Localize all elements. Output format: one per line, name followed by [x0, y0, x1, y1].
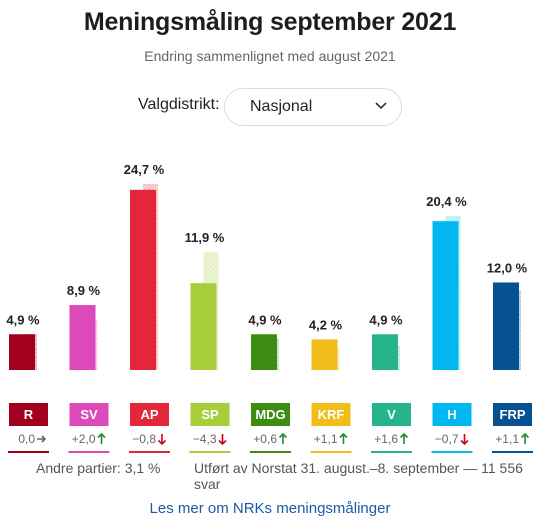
bar-current-frp	[493, 282, 519, 370]
party-box-ap	[130, 403, 169, 426]
district-selected-value: Nasjonal	[250, 98, 313, 115]
party-underline-h	[431, 451, 473, 453]
bar-current-h	[432, 221, 459, 370]
party-label-sp: SP	[201, 407, 219, 422]
page-title: Meningsmåling september 2021	[83, 8, 457, 36]
party-box-sp	[190, 403, 230, 426]
party-underline-sv	[68, 451, 110, 453]
value-label-r: 4,9 %	[6, 312, 40, 327]
bar-current-ap	[130, 189, 156, 370]
party-label-h: H	[447, 407, 456, 422]
party-label-mdg: MDG	[255, 407, 285, 422]
bar-current-sv	[69, 305, 96, 370]
party-box-sv	[69, 403, 109, 426]
party-underline-mdg	[250, 451, 291, 453]
value-label-h: 20,4 %	[426, 194, 467, 209]
change-label-ap: −0,8	[132, 432, 156, 446]
party-underline-v	[371, 451, 412, 453]
district-label: Valgdistrikt:	[138, 96, 220, 113]
value-label-v: 4,9 %	[369, 312, 403, 327]
value-label-krf: 4,2 %	[309, 317, 343, 332]
party-underline-krf	[310, 451, 352, 453]
bar-current-krf	[311, 339, 338, 370]
party-underline-sp	[189, 451, 231, 453]
other-parties-note: Andre partier: 3,1 %	[36, 460, 161, 476]
bar-current-mdg	[251, 334, 277, 370]
change-label-h: −0,7	[435, 432, 459, 446]
chevron-down-icon	[375, 102, 387, 110]
bar-current-sp	[190, 283, 217, 370]
party-label-v: V	[387, 407, 396, 422]
read-more-link[interactable]: Les mer om NRKs meningsmålinger	[149, 500, 391, 517]
value-label-mdg: 4,9 %	[248, 312, 282, 327]
change-arrow-down-icon	[460, 434, 469, 446]
party-box-v	[372, 403, 411, 426]
value-label-sp: 11,9 %	[185, 230, 225, 245]
change-arrow-down-icon	[157, 434, 167, 446]
change-arrow-up-icon	[339, 432, 348, 444]
change-label-krf: +1,1	[314, 432, 338, 446]
party-label-frp: FRP	[500, 407, 526, 422]
change-label-frp: +1,1	[495, 432, 519, 446]
change-arrow-down-icon	[218, 434, 227, 446]
party-box-frp	[493, 403, 532, 426]
value-label-ap: 24,7 %	[124, 162, 165, 177]
change-arrow-flat-icon	[37, 435, 47, 443]
change-label-r: 0,0	[18, 432, 35, 446]
party-label-ap: AP	[140, 407, 158, 422]
party-box-krf	[311, 403, 351, 426]
change-label-sv: +2,0	[72, 432, 96, 446]
party-label-r: R	[24, 407, 34, 422]
change-arrow-up-icon	[97, 432, 106, 444]
change-label-mdg: +0,6	[253, 432, 277, 446]
change-arrow-up-icon	[520, 432, 530, 444]
value-label-frp: 12,0 %	[487, 260, 528, 275]
party-label-krf: KRF	[318, 407, 345, 422]
source-note: Utført av Norstat 31. august.–8. septemb…	[194, 460, 523, 492]
party-label-sv: SV	[80, 407, 98, 422]
bar-current-v	[372, 334, 398, 370]
party-box-r	[9, 403, 48, 426]
party-box-h	[432, 403, 472, 426]
change-label-v: +1,6	[374, 432, 398, 446]
change-label-sp: −4,3	[193, 432, 217, 446]
district-dropdown[interactable]: Nasjonal	[224, 88, 402, 126]
change-arrow-up-icon	[399, 432, 409, 444]
party-underline-r	[8, 451, 49, 453]
party-box-mdg	[251, 403, 290, 426]
party-underline-ap	[129, 451, 170, 453]
page-subtitle: Endring sammenlignet med august 2021	[144, 48, 396, 64]
party-underline-frp	[492, 451, 533, 453]
change-arrow-up-icon	[278, 432, 288, 444]
bar-current-r	[9, 334, 35, 370]
value-label-sv: 8,9 %	[67, 283, 101, 298]
